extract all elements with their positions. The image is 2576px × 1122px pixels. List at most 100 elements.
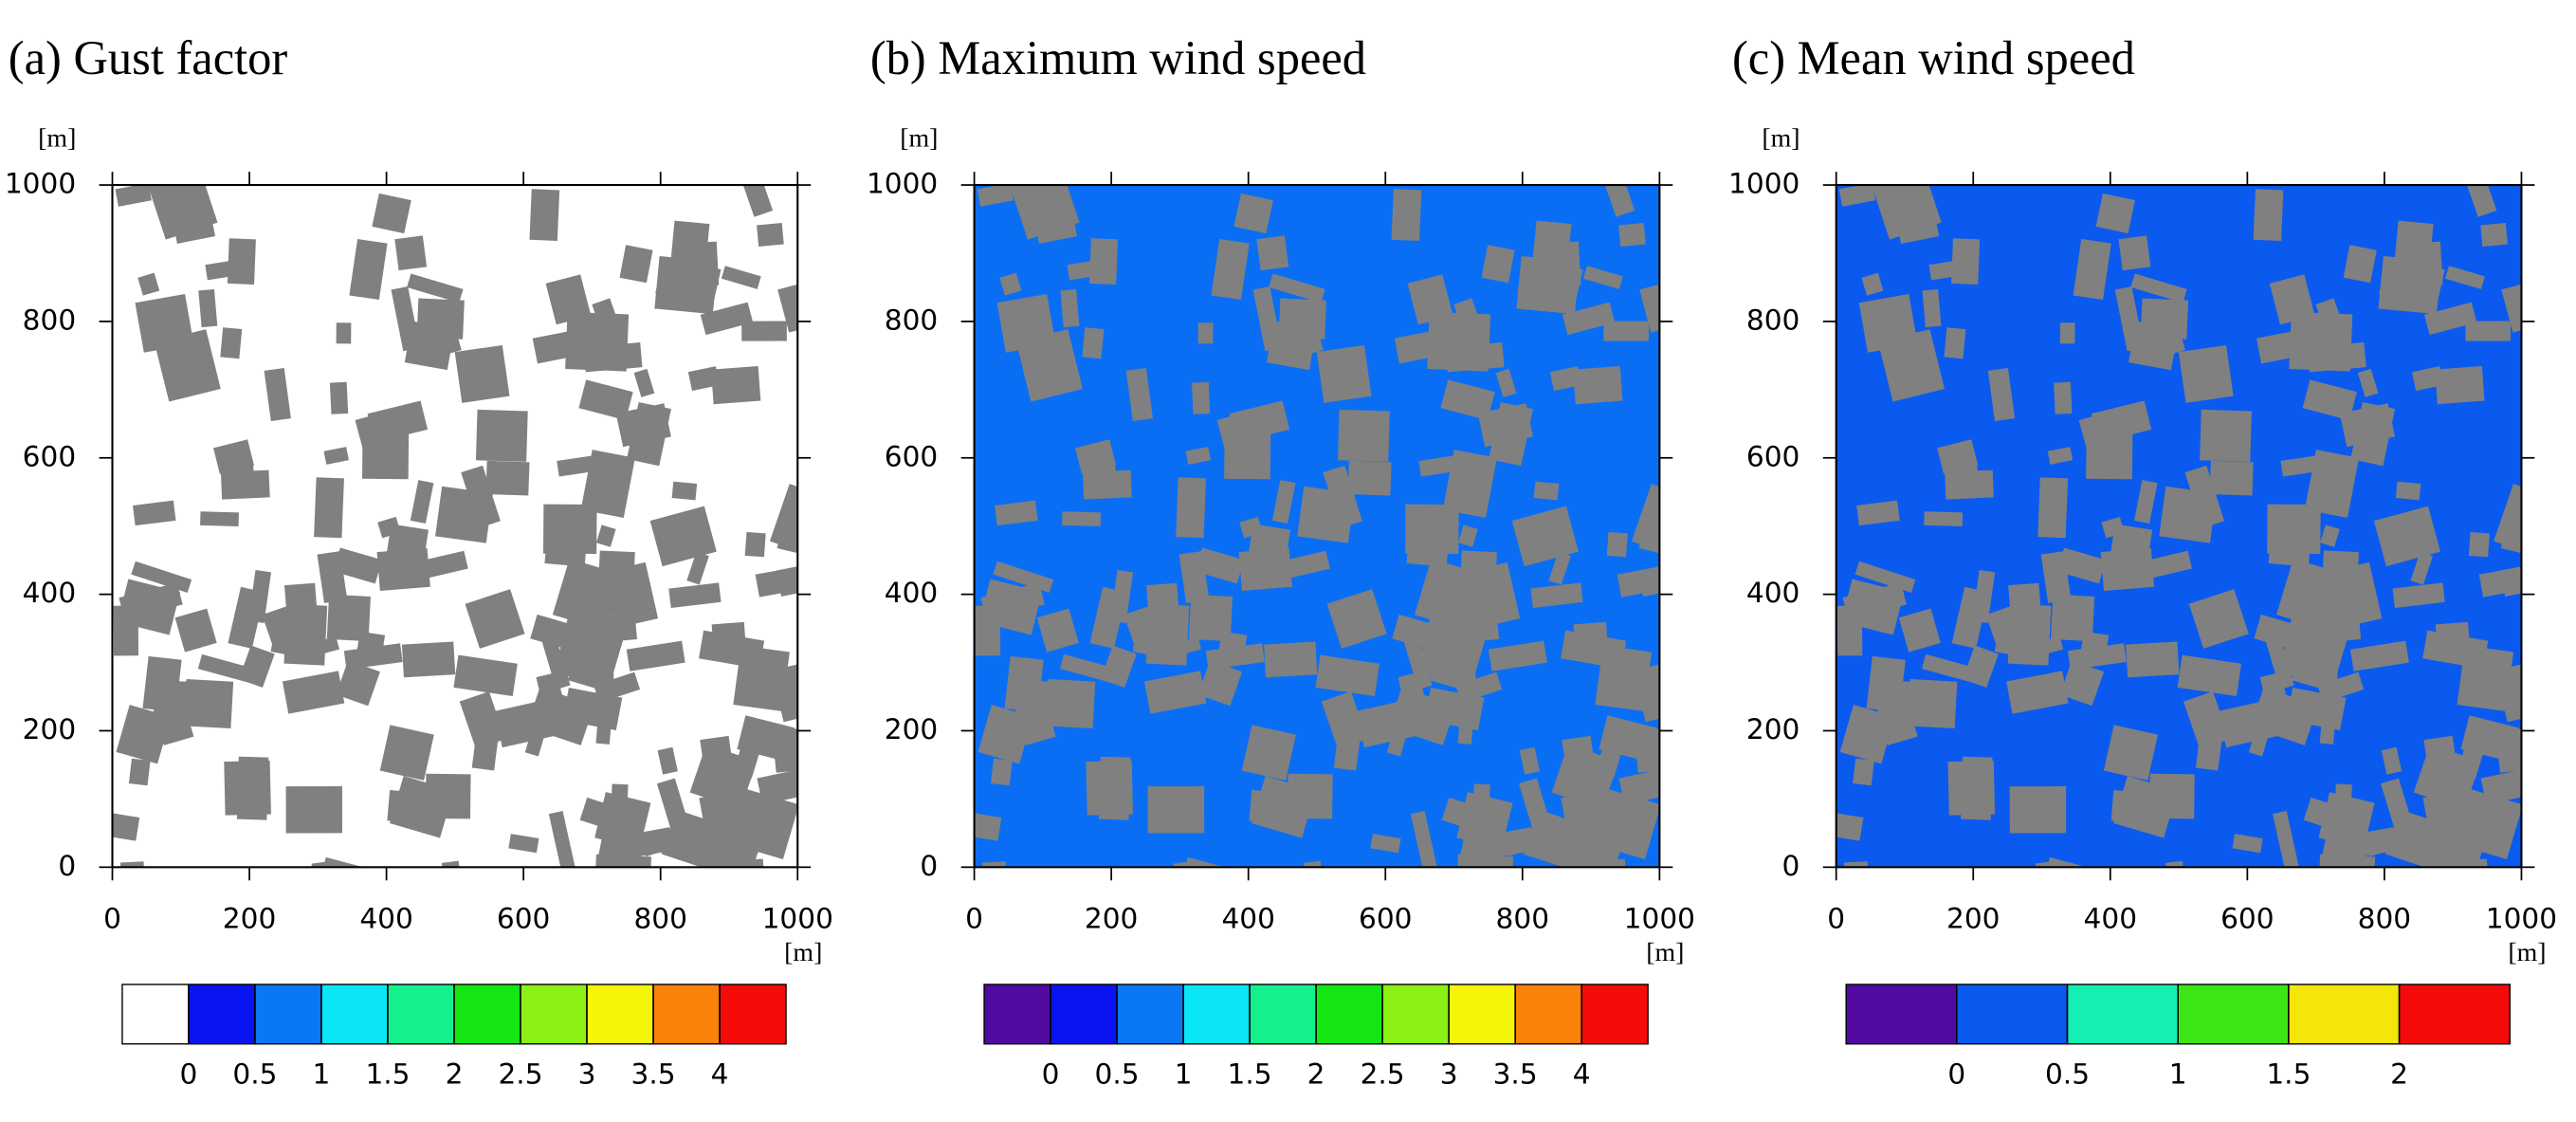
colorbar-label: 0.5 (1095, 1058, 1140, 1090)
building (1937, 439, 1979, 474)
x-axis-unit: [m] (2508, 938, 2546, 967)
building (2195, 714, 2225, 771)
building (1315, 654, 1379, 697)
building (2325, 823, 2367, 868)
y-tick-label: 600 (23, 440, 77, 472)
colorbar-swatch (983, 984, 1051, 1045)
building (1624, 834, 1643, 854)
building (2037, 477, 2069, 539)
y-tick-label: 800 (23, 303, 77, 336)
building (1595, 645, 1653, 711)
building (401, 641, 456, 678)
colorbar-swatch (652, 984, 721, 1045)
building (555, 616, 595, 679)
building (619, 245, 653, 284)
building (1036, 608, 1079, 653)
building (2480, 765, 2522, 805)
building (2392, 582, 2445, 609)
building (1398, 671, 1433, 733)
x-tick-label: 200 (1946, 903, 2000, 935)
colorbar-swatch (586, 984, 654, 1045)
building (1836, 813, 1864, 841)
building (1062, 511, 1102, 527)
building (1961, 756, 1993, 820)
building (1326, 589, 1387, 649)
building (1410, 811, 1437, 868)
building (2078, 414, 2113, 464)
building (1858, 293, 1918, 353)
building (1418, 454, 1466, 477)
building (1264, 641, 1318, 678)
colorbar-swatch (453, 984, 521, 1045)
building (1571, 829, 1624, 868)
building (2059, 660, 2105, 707)
building (264, 367, 291, 422)
colorbar-label: 1 (2169, 1058, 2187, 1090)
building (1216, 414, 1251, 464)
x-axis-unit: [m] (1646, 938, 1684, 967)
building (2381, 746, 2402, 775)
colorbar-swatch (188, 984, 256, 1045)
y-tick-label: 0 (58, 850, 76, 882)
building (212, 439, 255, 474)
colorbar-label: 4 (711, 1058, 729, 1090)
building (1338, 409, 1390, 462)
building (2050, 594, 2095, 642)
building (453, 654, 518, 697)
building (1838, 185, 1876, 207)
y-tick-label: 800 (885, 303, 939, 336)
building (2253, 189, 2284, 242)
building (419, 550, 468, 579)
building (1532, 220, 1572, 266)
building (757, 765, 798, 805)
building (979, 579, 1043, 635)
building (404, 321, 455, 371)
building (407, 273, 464, 303)
building (1124, 600, 1175, 649)
panel-title: (b) Maximum wind speed (870, 31, 1366, 84)
building (1297, 486, 1355, 543)
building (465, 589, 525, 649)
building (1987, 367, 2016, 422)
building (133, 500, 176, 526)
building (2259, 671, 2294, 733)
building (1100, 645, 1137, 689)
building (1458, 524, 1478, 547)
building (1370, 834, 1401, 854)
building (1606, 531, 1628, 558)
building (1861, 272, 1884, 296)
building (1638, 509, 1660, 555)
building (2024, 636, 2064, 659)
building (2040, 551, 2072, 603)
plot-frame (111, 184, 799, 869)
building (2433, 829, 2486, 868)
building (1844, 861, 1871, 868)
building (1083, 469, 1132, 500)
panel-title: (a) Gust factor (9, 31, 288, 84)
building (733, 645, 790, 711)
building (1922, 288, 1942, 328)
building (1944, 327, 1966, 359)
building (2126, 641, 2180, 678)
x-tick-label: 200 (223, 903, 277, 935)
colorbar-swatch (1182, 984, 1251, 1045)
building (2095, 193, 2135, 234)
building (1440, 379, 1495, 421)
colorbar-swatch (1956, 984, 2069, 1045)
building (1195, 547, 1245, 584)
building (326, 594, 371, 642)
building (220, 327, 243, 359)
building (117, 579, 181, 635)
building (262, 600, 313, 649)
building (435, 486, 493, 543)
building (336, 322, 352, 344)
building (700, 302, 754, 336)
colorbar-swatch (2398, 984, 2511, 1045)
building (2273, 811, 2299, 868)
field (1836, 185, 2522, 868)
building (536, 671, 571, 733)
y-axis-unit: [m] (1762, 123, 1800, 153)
y-axis-unit: [m] (38, 123, 76, 153)
building (355, 414, 390, 464)
building (1281, 550, 1330, 579)
